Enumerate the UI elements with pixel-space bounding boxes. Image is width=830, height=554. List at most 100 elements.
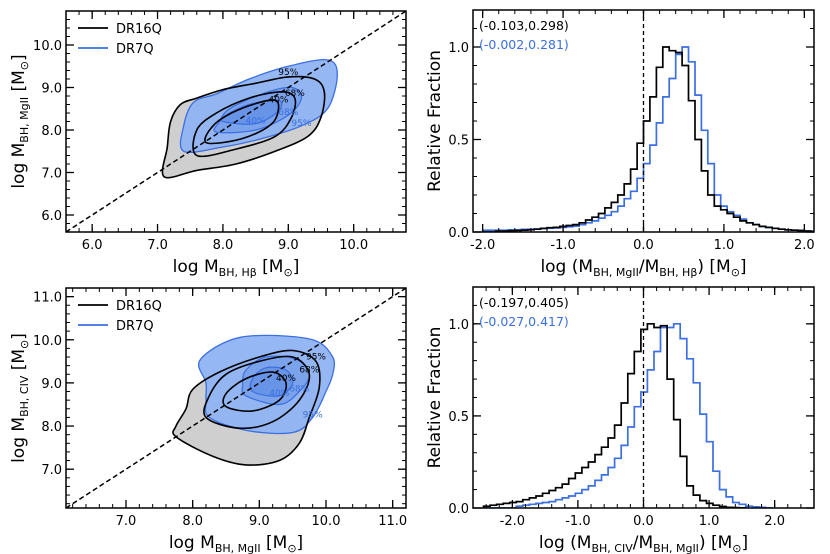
histogram-dr7q [483,322,773,508]
dr7q-contour-label: 68% [289,385,309,395]
axis-label-subscript: BH, MgII [653,542,699,554]
y-tick-label: 9.0 [41,377,62,392]
x-tick-label: 1.0 [714,238,735,253]
legend-label-dr16q: DR16Q [116,299,162,314]
stats-annotation-dr7q: (-0.002,0.281) [479,37,569,52]
axis-label-subscript: BH, CIV [18,375,31,417]
axis-label-text: ] [9,54,29,61]
y-tick-label: 8.0 [41,124,62,139]
x-tick-label: 1.0 [699,514,720,529]
dr16q-contour-label: 68% [299,365,319,375]
y-axis-label: Relative Fraction [425,50,445,192]
y-tick-label: 11.0 [33,291,62,306]
plot-area: 40%40%68%68%95%95% [66,288,406,508]
axis-label-subscript: BH, MgII [18,97,31,143]
dr16q-contour-label: 95% [306,352,326,362]
axis-label-subscript: BH, MgII [215,542,261,554]
y-tick-label: 7.0 [41,463,62,478]
panel-top-right-histogram: -2.0 -1.0 0.0 1.0 2.0 0.0 0.5 1.0 (-0.103,0.298)… [425,9,815,279]
y-tick-label: 0.5 [448,134,469,149]
dr7q-contour-label: 40% [269,389,289,399]
plot-area: 40%40%68%68%95%95% [66,11,406,232]
axis-label-text: log (M [539,533,592,553]
dr16q-contour-label: 68% [285,89,305,99]
dr16q-contour-label: 95% [278,68,298,78]
axes-frame [65,287,407,509]
histogram-dr16q [482,322,747,508]
y-tick-label: 9.0 [41,82,62,97]
x-tick-label: 9.0 [278,238,299,253]
axis-label-text: [M [9,349,29,376]
one-to-one-line [66,11,406,232]
dr7q-40-contour [249,366,294,397]
dr16q-95-contour [161,75,326,179]
axis-label-text: ] [293,257,300,277]
axis-label-text: [M [261,533,288,553]
x-tick-label: 8.0 [213,238,234,253]
axis-label-text: ] [9,333,29,340]
y-tick-label: 10.0 [33,39,62,54]
y-tick-label: 0.0 [448,502,469,517]
axis-label-subscript: BH, CIV [591,542,633,554]
panel-bottom-right-histogram: -2.0 -1.0 0.0 1.0 2.0 0.0 0.5 1.0 (-0.197,0.405)… [425,286,815,554]
y-axis-label: log MBH, CIV [M⊙] [9,333,31,463]
dr16q-95-contour [172,349,321,466]
stats-annotation-dr16q: (-0.103,0.298) [479,18,569,33]
one-to-one-line [66,288,406,508]
x-tick-label: 0.0 [633,238,654,253]
axis-label-subscript: ⊙ [732,542,741,554]
y-tick-label: 7.0 [41,167,62,182]
legend-label-dr7q: DR7Q [116,319,154,334]
y-tick-label: 6.0 [41,209,62,224]
axis-label-subscript: ⊙ [283,266,292,279]
axis-label-subscript: ⊙ [287,542,296,554]
x-tick-label: 11.0 [378,514,407,529]
y-tick-label: 1.0 [448,318,469,333]
axis-label-text: [M [257,257,284,277]
axis-label-text: ) [M [697,257,730,277]
x-tick-label: 6.0 [82,238,103,253]
panel-top-left-scatter-contour: 40%40%68%68%95%95%6.0 7.0 8.0 9.0 10.06.07.0… [9,10,407,279]
y-tick-label: 1.0 [448,41,469,56]
y-axis-label: log MBH, MgII [M⊙] [9,54,31,188]
dr16q-contour-label: 40% [276,374,296,384]
axis-label-text: ) [M [699,533,732,553]
x-axis-label: log MBH, MgII [M⊙] [169,533,303,554]
y-tick-label: 10.0 [33,334,62,349]
axis-label-text: log (M [540,257,593,277]
axis-label-text: ] [297,533,304,553]
axis-label-subscript: ⊙ [18,61,31,70]
x-tick-label: -2.0 [500,514,525,529]
x-axis-label: log (MBH, MgII/MBH, Hβ) [M⊙] [540,257,746,279]
x-tick-label: -1.0 [565,514,590,529]
x-tick-label: 0.0 [633,514,654,529]
dr7q-contour-label: 68% [278,108,298,118]
x-tick-label: 2.0 [794,238,815,253]
x-tick-label: 9.0 [249,514,270,529]
x-tick-label: -2.0 [470,238,495,253]
panel-bottom-left-scatter-contour: 40%40%68%68%95%95%7.0 8.0 9.0 10.0 11.07.08.… [9,287,407,554]
axis-label-text: /M [639,257,659,277]
x-axis-label: log (MBH, CIV/MBH, MgII) [M⊙] [539,533,748,554]
x-tick-label: 7.0 [116,514,137,529]
y-tick-label: 0.0 [448,226,469,241]
histogram-dr7q [481,46,814,232]
stats-annotation-dr16q: (-0.197,0.405) [479,295,569,310]
x-tick-label: 7.0 [147,238,168,253]
axis-label-text: /M [633,533,653,553]
y-tick-label: 0.5 [448,410,469,425]
histogram-dr16q [482,46,814,232]
y-axis-label: Relative Fraction [425,327,445,469]
legend-label-dr7q: DR7Q [116,42,154,57]
axis-label-text: ] [742,533,749,553]
axis-label-text: log M [173,257,219,277]
stats-annotation-dr7q: (-0.027,0.417) [479,314,569,329]
x-tick-label: 8.0 [182,514,203,529]
dr7q-contour-label: 95% [291,119,311,129]
plot-area [482,287,773,508]
x-tick-label: -1.0 [550,238,575,253]
axis-label-text: [M [9,70,29,97]
axis-label-subscript: ⊙ [18,340,31,349]
axis-label-subscript: BH, Hβ [219,266,257,279]
